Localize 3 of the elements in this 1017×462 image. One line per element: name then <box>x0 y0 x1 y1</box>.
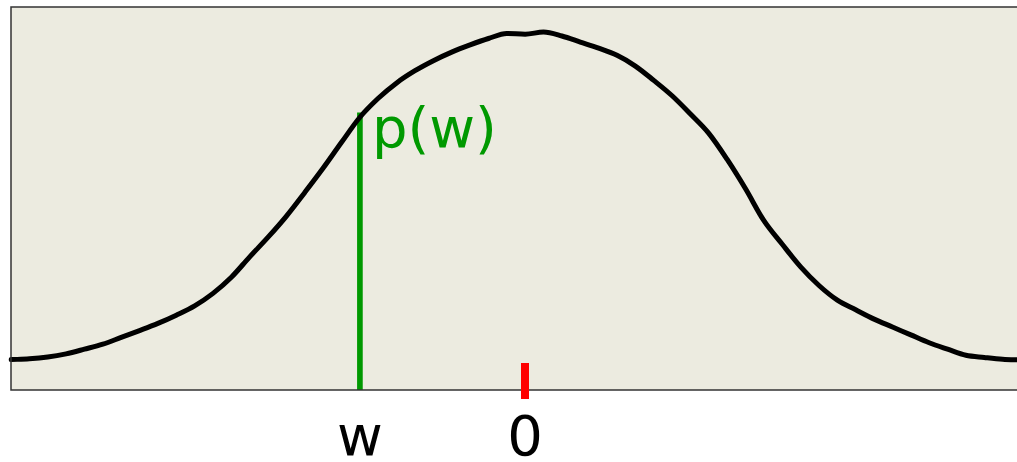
x-tick-label: 0 <box>507 402 543 462</box>
x-tick-label: w <box>337 402 383 462</box>
series-label: p(w) <box>371 94 497 160</box>
